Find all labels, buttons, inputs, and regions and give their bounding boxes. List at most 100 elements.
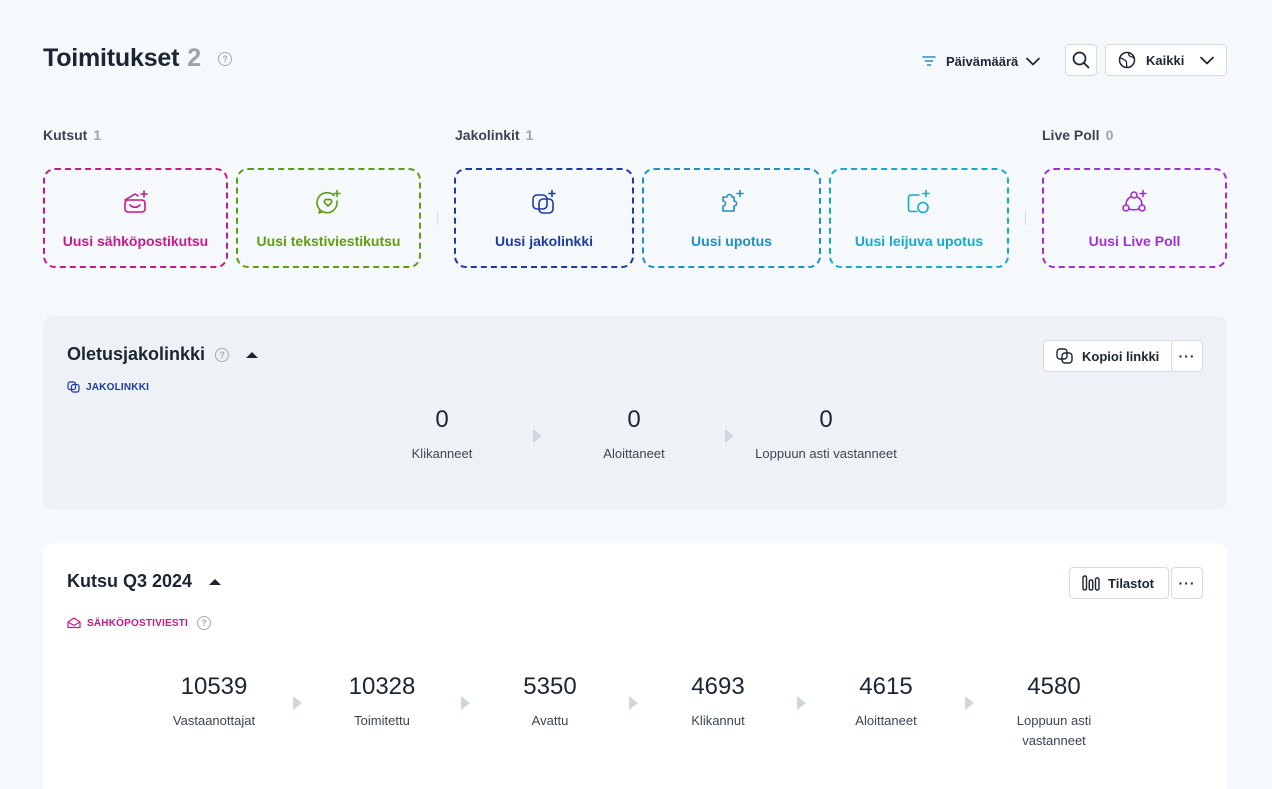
statistics-label: Tilastot xyxy=(1108,575,1154,591)
section-count: 0 xyxy=(1105,127,1114,143)
funnel-arrow-icon xyxy=(797,696,806,710)
stat-clicked: 0 Klikanneet xyxy=(412,406,473,464)
stat-completed: 4580 Loppuun asti vastanneet xyxy=(999,673,1109,751)
stat-label: Avattu xyxy=(531,713,569,728)
section-label-live-poll: Live Poll 0 xyxy=(1042,127,1113,143)
new-floating-embed-card[interactable]: Uusi leijuva upotus xyxy=(829,168,1009,268)
page-title-text: Toimitukset xyxy=(43,44,180,72)
help-icon[interactable]: ? xyxy=(218,51,233,66)
filter-icon xyxy=(922,56,936,66)
stat-value: 4580 xyxy=(1027,673,1081,700)
default-share-link-panel: Oletusjakolinkki ? JAKOLINKKI Kopioi lin… xyxy=(43,316,1227,510)
stat-label: Toimitettu xyxy=(354,713,410,728)
floating-window-add-icon xyxy=(907,189,930,214)
collapse-caret-icon[interactable] xyxy=(245,351,259,359)
globe-icon xyxy=(1118,51,1136,69)
stat-label: Aloittaneet xyxy=(855,713,917,728)
stat-delivered: 10328 Toimitettu xyxy=(349,673,416,731)
section-label-invites: Kutsut 1 xyxy=(43,127,101,143)
stat-value: 10539 xyxy=(180,673,248,700)
new-sms-invite-label: Uusi tekstiviestikutsu xyxy=(256,233,401,249)
stat-value: 5350 xyxy=(523,673,577,700)
copy-link-label: Kopioi linkki xyxy=(1082,348,1160,364)
stat-started: 4615 Aloittaneet xyxy=(855,673,916,731)
page-title: Toimitukset 2 ? xyxy=(43,44,233,73)
new-sms-invite-card[interactable]: Uusi tekstiviestikutsu xyxy=(236,168,421,268)
search-icon xyxy=(1072,51,1090,69)
date-filter-dropdown[interactable]: Päivämäärä xyxy=(922,50,1041,72)
stat-started: 0 Aloittaneet xyxy=(603,406,664,464)
section-count: 1 xyxy=(93,127,102,143)
new-live-poll-label: Uusi Live Poll xyxy=(1088,233,1181,249)
stat-label: Klikannut xyxy=(691,713,745,728)
stat-value: 4615 xyxy=(859,673,913,700)
section-divider xyxy=(437,211,438,225)
panel-title: Kutsu Q3 2024 xyxy=(67,571,193,591)
section-count: 1 xyxy=(525,127,534,143)
date-filter-label: Päivämäärä xyxy=(946,53,1019,69)
stat-completed: 0 Loppuun asti vastanneet xyxy=(755,406,897,464)
funnel-arrow-icon xyxy=(965,696,974,710)
section-label-text: Kutsut xyxy=(43,127,88,143)
panel-type-text: SÄHKÖPOSTIVIESTI xyxy=(87,617,188,629)
new-embed-card[interactable]: Uusi upotus xyxy=(642,168,821,268)
panel-type-tag: JAKOLINKKI xyxy=(67,381,149,393)
new-floating-embed-label: Uusi leijuva upotus xyxy=(854,233,984,249)
stat-opened: 5350 Avattu xyxy=(523,673,576,731)
new-email-invite-label: Uusi sähköpostikutsu xyxy=(62,233,209,249)
bar-chart-icon xyxy=(1082,575,1100,591)
help-icon[interactable]: ? xyxy=(215,347,230,362)
stat-value: 0 xyxy=(627,406,641,433)
stat-value: 0 xyxy=(435,406,449,433)
stat-label: Vastaanottajat xyxy=(172,713,256,728)
section-divider xyxy=(1025,211,1026,225)
link-icon xyxy=(67,381,80,393)
mail-add-icon xyxy=(123,190,148,213)
stat-label: Loppuun asti vastanneet xyxy=(755,446,897,461)
section-label-text: Jakolinkit xyxy=(455,127,520,143)
stat-label: Klikanneet xyxy=(411,446,473,461)
new-embed-label: Uusi upotus xyxy=(691,233,772,249)
statistics-button[interactable]: Tilastot xyxy=(1069,567,1169,599)
funnel-arrow-icon xyxy=(533,429,542,443)
link-add-icon xyxy=(532,189,556,214)
more-options-button[interactable]: ··· xyxy=(1171,567,1203,599)
puzzle-add-icon xyxy=(721,189,744,212)
stat-label: Aloittaneet xyxy=(603,446,665,461)
search-button[interactable] xyxy=(1065,44,1097,76)
copy-link-button[interactable]: Kopioi linkki xyxy=(1043,340,1175,372)
stat-label: Loppuun asti vastanneet xyxy=(1016,713,1092,748)
stat-recipients: 10539 Vastaanottajat xyxy=(173,673,255,731)
stat-value: 0 xyxy=(819,406,833,433)
stat-value: 4693 xyxy=(691,673,745,700)
panel-title: Oletusjakolinkki xyxy=(67,344,206,364)
invite-panel: Kutsu Q3 2024 SÄHKÖPOSTIVIESTI ? Tilasto… xyxy=(43,543,1227,789)
page-title-count: 2 xyxy=(187,44,202,72)
new-email-invite-card[interactable]: Uusi sähköpostikutsu xyxy=(43,168,228,268)
poll-nodes-add-icon xyxy=(1121,189,1147,212)
section-label-share-links: Jakolinkit 1 xyxy=(455,127,533,143)
panel-type-text: JAKOLINKKI xyxy=(86,381,150,393)
collapse-caret-icon[interactable] xyxy=(208,578,222,586)
stat-clicked: 4693 Klikannut xyxy=(691,673,744,731)
chevron-down-icon xyxy=(1200,56,1214,64)
section-label-text: Live Poll xyxy=(1042,127,1100,143)
more-options-button[interactable]: ··· xyxy=(1171,340,1203,372)
mail-icon xyxy=(67,617,81,629)
scope-select[interactable]: Kaikki xyxy=(1105,44,1227,76)
panel-header: Oletusjakolinkki ? xyxy=(67,344,259,365)
copy-link-icon xyxy=(1056,348,1073,364)
panel-type-tag: SÄHKÖPOSTIVIESTI ? xyxy=(67,616,211,630)
panel-header: Kutsu Q3 2024 xyxy=(67,571,222,592)
funnel-arrow-icon xyxy=(629,696,638,710)
funnel-arrow-icon xyxy=(293,696,302,710)
new-share-link-label: Uusi jakolinkki xyxy=(494,233,594,249)
funnel-arrow-icon xyxy=(725,429,734,443)
stat-value: 10328 xyxy=(348,673,416,700)
help-icon[interactable]: ? xyxy=(197,616,211,630)
new-share-link-card[interactable]: Uusi jakolinkki xyxy=(454,168,634,268)
chevron-down-icon xyxy=(1026,57,1041,65)
chat-heart-add-icon xyxy=(315,189,341,214)
scope-select-label: Kaikki xyxy=(1146,52,1185,68)
new-live-poll-card[interactable]: Uusi Live Poll xyxy=(1042,168,1227,268)
